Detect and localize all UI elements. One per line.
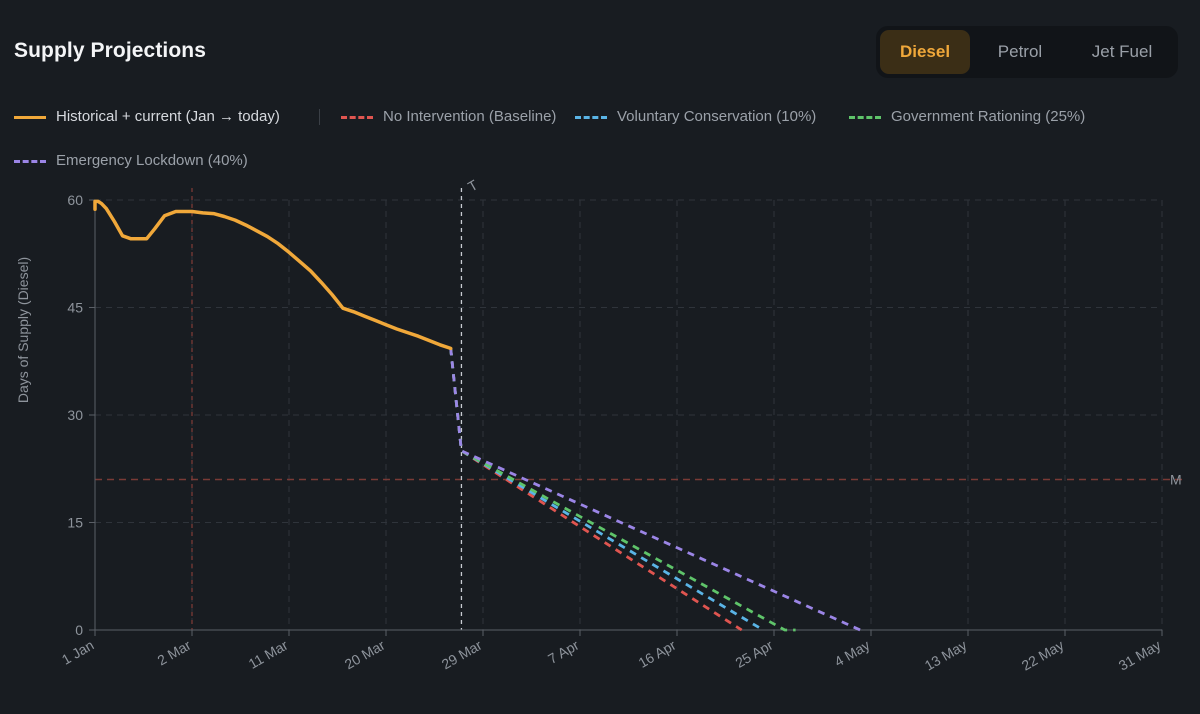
- legend-item-current[interactable]: Historical + current (Jan → today): [14, 104, 314, 130]
- legend-item-rationing[interactable]: Government Rationing (25%): [849, 104, 1119, 130]
- page-title: Supply Projections: [14, 39, 206, 62]
- y-tick-label: 15: [67, 515, 83, 531]
- fuel-tabs: Diesel Petrol Jet Fuel: [876, 26, 1178, 78]
- tab-jet-fuel[interactable]: Jet Fuel: [1091, 42, 1153, 61]
- legend-divider: [319, 109, 320, 125]
- legend-label-baseline: No Intervention (Baseline): [383, 108, 557, 125]
- x-tick-label: 1 Jan: [59, 637, 97, 668]
- y-axis-title: Days of Supply (Diesel): [15, 257, 31, 403]
- chart-axes: [89, 199, 1163, 636]
- y-tick-label: 45: [67, 300, 83, 316]
- series-voluntary-line: [449, 348, 764, 632]
- reference-lines: [95, 188, 1186, 630]
- x-tick-label: 20 Mar: [342, 637, 388, 673]
- x-tick-label: 16 Apr: [635, 637, 678, 671]
- chart-series: [93, 199, 861, 632]
- y-tick-label: 0: [75, 622, 83, 638]
- series-lockdown-line: [449, 348, 861, 632]
- legend-item-voluntary[interactable]: Voluntary Conservation (10%): [575, 104, 845, 130]
- legend-item-lockdown[interactable]: Emergency Lockdown (40%): [14, 148, 274, 174]
- legend-swatch-baseline: [341, 116, 373, 119]
- legend-row-2: Emergency Lockdown (40%): [14, 148, 414, 174]
- legend-swatch-rationing: [849, 116, 881, 119]
- x-tick-label: 13 May: [922, 637, 970, 674]
- series-baseline-line: [449, 348, 743, 632]
- tab-petrol[interactable]: Petrol: [997, 42, 1043, 61]
- legend-label-lockdown: Emergency Lockdown (40%): [56, 152, 248, 169]
- legend-swatch-current: [14, 116, 46, 119]
- legend-label-voluntary: Voluntary Conservation (10%): [617, 108, 817, 125]
- y-tick-label: 30: [67, 407, 83, 423]
- y-tick-label: 60: [67, 192, 83, 208]
- legend-label-current: Historical + current (Jan → today): [56, 108, 280, 125]
- x-tick-label: 4 May: [831, 637, 872, 670]
- today-label: T: [465, 176, 481, 194]
- x-tick-label: 11 Mar: [246, 637, 291, 672]
- x-tick-label: 29 Mar: [439, 637, 485, 673]
- legend-label-rationing: Government Rationing (25%): [891, 108, 1086, 125]
- x-tick-label: 2 Mar: [154, 637, 193, 669]
- x-tick-label: 25 Apr: [732, 637, 775, 671]
- chart-labels: 0 15 30 45 60 1 Jan 2 Mar 11 Mar 20 Mar 29 Mar 7 A…: [15, 176, 1182, 673]
- series-rationing-line: [449, 348, 796, 632]
- tab-diesel[interactable]: Diesel: [880, 30, 970, 74]
- legend-item-baseline[interactable]: No Intervention (Baseline): [341, 104, 581, 130]
- series-historical-line: [93, 199, 453, 351]
- threshold-label: M: [1170, 472, 1182, 488]
- legend-row-1: Historical + current (Jan → today) No In…: [14, 104, 1184, 130]
- chart-grid: [95, 199, 1163, 630]
- legend-swatch-voluntary: [575, 116, 607, 119]
- x-tick-label: 7 Apr: [545, 637, 582, 667]
- legend-swatch-lockdown: [14, 160, 46, 163]
- x-tick-label: 31 May: [1116, 637, 1164, 674]
- x-tick-label: 22 May: [1019, 637, 1067, 674]
